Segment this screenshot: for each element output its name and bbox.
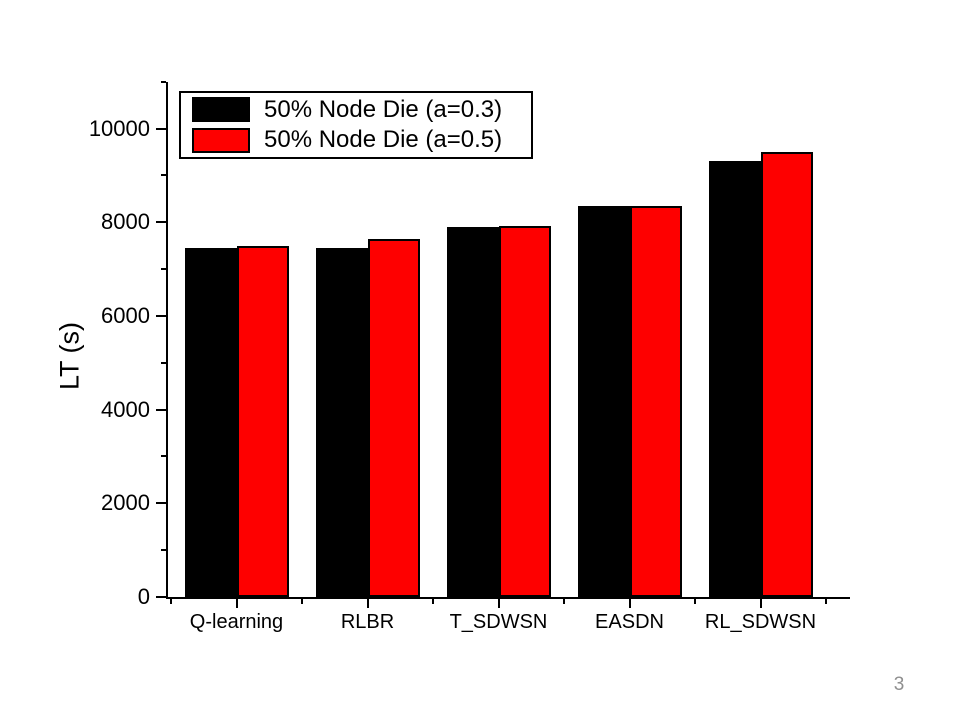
x-category-label: RL_SDWSN: [704, 611, 817, 633]
x-category-label: EASDN: [595, 611, 664, 633]
bar-easdn-series0: [577, 206, 630, 597]
y-tick-label: 4000: [101, 397, 150, 422]
x-category-label: RLBR: [340, 611, 395, 633]
legend-label: 50% Node Die (a=0.3): [264, 95, 503, 123]
y-tick-label: 2000: [101, 490, 150, 515]
y-major-tick: [156, 596, 166, 598]
y-major-tick: [156, 409, 166, 411]
bar-q-learning-series1: [236, 246, 289, 597]
y-minor-tick: [161, 362, 166, 364]
x-major-tick: [629, 599, 631, 608]
y-axis-title: LT (s): [54, 321, 85, 391]
y-major-tick: [156, 221, 166, 223]
slide-page-number: 3: [893, 674, 905, 695]
y-tick-label: 0: [137, 584, 150, 609]
x-minor-tick: [432, 599, 434, 604]
bar-rlbr-series0: [315, 248, 368, 597]
legend-item: 50% Node Die (a=0.3): [192, 96, 531, 124]
x-minor-tick: [170, 599, 172, 604]
x-axis-line: [166, 597, 850, 599]
legend-swatch-black-icon: [192, 97, 250, 123]
x-category-label: T_SDWSN: [449, 611, 548, 633]
y-minor-tick: [161, 81, 166, 83]
y-minor-tick: [161, 549, 166, 551]
y-axis-line: [166, 82, 168, 599]
x-minor-tick: [563, 599, 565, 604]
bar-easdn-series1: [629, 206, 682, 597]
y-major-tick: [156, 502, 166, 504]
bar-q-learning-series0: [184, 248, 237, 597]
y-tick-label: 6000: [101, 303, 150, 328]
y-minor-tick: [161, 455, 166, 457]
bar-t-sdwsn-series0: [446, 227, 499, 597]
x-category-label: Q-learning: [189, 611, 284, 633]
x-major-tick: [760, 599, 762, 608]
y-tick-label: 10000: [88, 116, 150, 141]
legend-label: 50% Node Die (a=0.5): [264, 126, 503, 154]
x-major-tick: [367, 599, 369, 608]
bar-rlbr-series1: [367, 239, 420, 597]
x-major-tick: [498, 599, 500, 608]
y-minor-tick: [161, 174, 166, 176]
legend-item: 50% Node Die (a=0.5): [192, 126, 531, 154]
y-major-tick: [156, 315, 166, 317]
legend: 50% Node Die (a=0.3) 50% Node Die (a=0.5…: [179, 91, 533, 159]
x-minor-tick: [694, 599, 696, 604]
legend-swatch-red-icon: [192, 127, 250, 153]
bar-t-sdwsn-series1: [498, 226, 551, 597]
x-minor-tick: [301, 599, 303, 604]
y-major-tick: [156, 128, 166, 130]
y-minor-tick: [161, 268, 166, 270]
x-major-tick: [236, 599, 238, 608]
bar-rl-sdwsn-series1: [760, 152, 813, 597]
bar-rl-sdwsn-series0: [708, 161, 761, 597]
y-tick-label: 8000: [101, 209, 150, 234]
x-minor-tick: [825, 599, 827, 604]
